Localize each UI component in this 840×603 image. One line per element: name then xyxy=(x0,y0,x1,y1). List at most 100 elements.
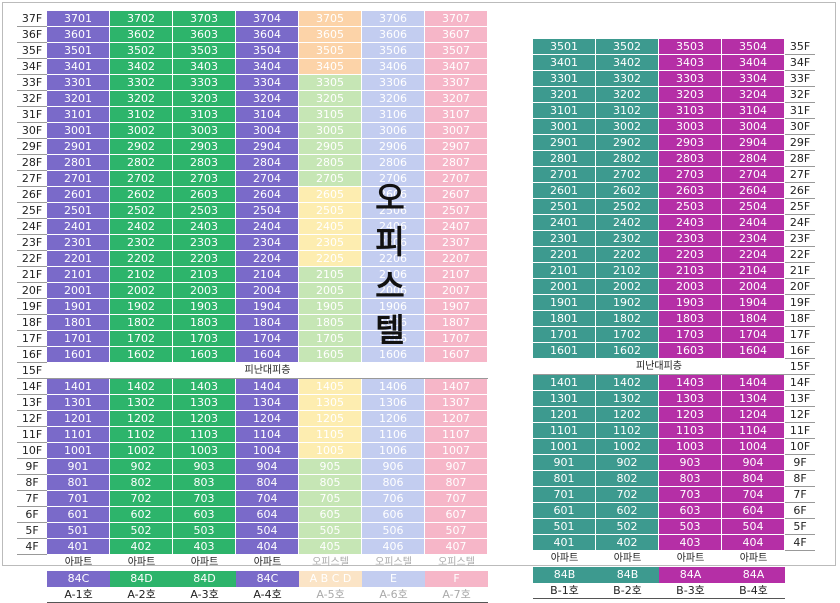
unit-line: A-2호 xyxy=(110,587,173,603)
unit-line: A-5호 xyxy=(299,587,362,603)
floor-label: 24F xyxy=(785,215,815,231)
unit-cell: 507 xyxy=(425,523,488,538)
unit-cell: 603 xyxy=(173,507,236,522)
unit-cell: 503 xyxy=(659,519,722,534)
unit-cell: 506 xyxy=(362,523,425,538)
unit-cell: 2003 xyxy=(173,283,236,298)
unit-cell: 1801 xyxy=(533,311,596,326)
unit-cell: 1801 xyxy=(47,315,110,330)
unit-cell: 2804 xyxy=(722,151,785,166)
unit-cell: 2105 xyxy=(299,267,362,282)
unit-cell: 2904 xyxy=(236,139,299,154)
unit-cell: 2507 xyxy=(425,203,488,218)
unit-cell: 1004 xyxy=(236,443,299,458)
floor-label: 9F xyxy=(17,459,47,475)
floor-label: 19F xyxy=(17,299,47,315)
floor-label: 17F xyxy=(17,331,47,347)
unit-cell: 1406 xyxy=(362,379,425,394)
floor-label: 11F xyxy=(17,427,47,443)
table-row: 7F 701 702 703 704 705 706 707 xyxy=(17,491,488,507)
unit-cell: 1107 xyxy=(425,427,488,442)
unit-cell: 902 xyxy=(110,459,173,474)
table-row: 1201 1202 1203 1204 12F xyxy=(533,407,815,423)
unit-cell: 3202 xyxy=(596,87,659,102)
table-row: 15F 피난대피층 xyxy=(17,363,488,379)
unit-cell: 3706 xyxy=(362,11,425,26)
unit-cell: 1304 xyxy=(236,395,299,410)
unit-cell: 2702 xyxy=(596,167,659,182)
unit-cell: 3502 xyxy=(596,39,659,54)
unit-cell: 3402 xyxy=(596,55,659,70)
unit-cell: 2707 xyxy=(425,171,488,186)
unit-cell: 3107 xyxy=(425,107,488,122)
unit-cell: 2205 xyxy=(299,251,362,266)
unit-cell: 3404 xyxy=(236,59,299,74)
unit-cell: 1307 xyxy=(425,395,488,410)
unit-cell: 3504 xyxy=(236,43,299,58)
unit-cell: 1404 xyxy=(722,375,785,390)
unit-cell: 2201 xyxy=(533,247,596,262)
unit-cell: 1007 xyxy=(425,443,488,458)
unit-cell: 907 xyxy=(425,459,488,474)
unit-cell: 3407 xyxy=(425,59,488,74)
unit-cell: 2502 xyxy=(110,203,173,218)
unit-cell: 2306 xyxy=(362,235,425,250)
unit-cell: 2004 xyxy=(722,279,785,294)
unit-cell: 404 xyxy=(236,539,299,554)
unit-cell: 1006 xyxy=(362,443,425,458)
unit-cell: 3102 xyxy=(110,107,173,122)
unit-cell: 603 xyxy=(659,503,722,518)
table-row: 5F 501 502 503 504 505 506 507 xyxy=(17,523,488,539)
unit-cell: 3101 xyxy=(47,107,110,122)
unit-cell: 601 xyxy=(47,507,110,522)
unit-cell: 2503 xyxy=(173,203,236,218)
unit-cell: 3503 xyxy=(659,39,722,54)
unit-cell: 2301 xyxy=(47,235,110,250)
unit-cell: 2401 xyxy=(533,215,596,230)
unit-cell: 1001 xyxy=(533,439,596,454)
table-row: 25F 2501 2502 2503 2504 2505 2506 2507 xyxy=(17,203,488,219)
floor-label: 18F xyxy=(785,311,815,327)
unit-cell: 2101 xyxy=(47,267,110,282)
floor-label: 30F xyxy=(17,123,47,139)
floor-label: 31F xyxy=(17,107,47,123)
offitel-char: 텔 xyxy=(375,311,405,349)
unit-cell: 1401 xyxy=(47,379,110,394)
table-row: 16F 1601 1602 1603 1604 1605 1606 1607 xyxy=(17,347,488,363)
unit-cell: 501 xyxy=(533,519,596,534)
table-row: 2501 2502 2503 2504 25F xyxy=(533,199,815,215)
table-row: 28F 2801 2802 2803 2804 2805 2806 2807 xyxy=(17,155,488,171)
unit-cell: 3703 xyxy=(173,11,236,26)
floor-label: 33F xyxy=(17,75,47,91)
table-row: 11F 1101 1102 1103 1104 1105 1106 1107 xyxy=(17,427,488,443)
unit-cell: 505 xyxy=(299,523,362,538)
floor-label: 35F xyxy=(17,43,47,59)
refuge-floor-label: 피난대피층 xyxy=(533,359,785,375)
unit-line: B-2호 xyxy=(596,583,659,599)
unit-cell: 3403 xyxy=(659,55,722,70)
unit-cell: 703 xyxy=(173,491,236,506)
unit-cell: 2604 xyxy=(236,187,299,202)
unit-cell: 3004 xyxy=(722,119,785,134)
unit-cell: 2606 xyxy=(362,187,425,202)
table-row: 2701 2702 2703 2704 27F xyxy=(533,167,815,183)
floor-label: 16F xyxy=(785,343,815,359)
refuge-floor-label: 피난대피층 xyxy=(47,363,488,379)
unit-cell: 1602 xyxy=(596,343,659,358)
table-row: 3301 3302 3303 3304 33F xyxy=(533,71,815,87)
table-row: 3501 3502 3503 3504 35F xyxy=(533,39,815,55)
unit-type: 오피스텔 xyxy=(375,557,412,568)
unit-cell: 3605 xyxy=(299,27,362,42)
table-row: 3401 3402 3403 3404 34F xyxy=(533,55,815,71)
unit-cell: 2104 xyxy=(236,267,299,282)
unit-cell: 1603 xyxy=(659,343,722,358)
unit-cell: 3704 xyxy=(236,11,299,26)
unit-cell: 2801 xyxy=(47,155,110,170)
unit-type: 아파트 xyxy=(127,557,156,568)
unit-cell: 3403 xyxy=(173,59,236,74)
unit-cell: 2103 xyxy=(659,263,722,278)
unit-cell: 2302 xyxy=(110,235,173,250)
table-row: 3101 3102 3103 3104 31F xyxy=(533,103,815,119)
floor-label: 5F xyxy=(17,523,47,539)
floor-label: 21F xyxy=(17,267,47,283)
